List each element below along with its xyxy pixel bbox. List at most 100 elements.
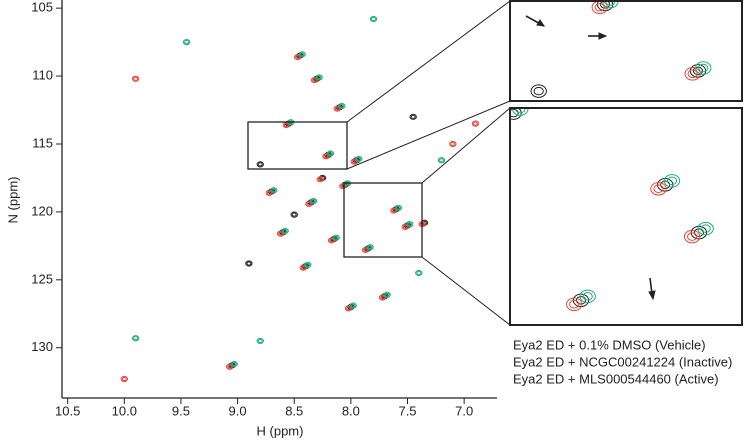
peak [270,187,278,194]
peak [697,221,714,236]
contour [396,205,401,210]
contour [230,360,238,368]
peaks [120,15,480,383]
y-tick-label: 115 [32,135,53,150]
contour [283,122,289,128]
legend-entry: Eya2 ED + 0.1% DMSO (Vehicle) [513,337,706,352]
connector [421,107,511,184]
contour [515,108,526,114]
contour [650,182,667,196]
contour [256,161,264,168]
contour [510,108,519,118]
peak [332,234,340,241]
contour [182,39,191,46]
peak [326,150,335,157]
contour [689,64,707,78]
contour [569,300,580,309]
arrow-head [598,32,608,40]
contour [340,184,346,189]
peak [338,102,346,110]
contour [698,63,709,73]
contour [594,3,605,12]
contour [121,376,127,382]
contour [355,155,363,163]
contour [326,150,335,157]
contour [416,270,422,276]
x-tick-label: 10.0 [112,403,137,418]
contour [683,229,701,244]
zoom-box [247,121,348,170]
peak [415,269,423,277]
contour [290,211,298,218]
peak [290,211,298,218]
x-tick-label: 9.5 [172,403,190,418]
peak [650,182,667,196]
contour [349,302,357,309]
x-tick-label: 7.5 [398,403,416,418]
x-tick-label: 9.0 [229,403,247,418]
peak [591,1,608,15]
contour [350,303,356,308]
peak [349,302,357,309]
contour [415,269,423,277]
peak [566,297,583,312]
inset-bottom [510,108,714,312]
contour [282,228,288,233]
peak [182,39,191,46]
contour [692,66,704,76]
y-tick-label: 110 [32,68,53,83]
contour [295,54,301,60]
contour [384,292,390,297]
peak [366,244,374,251]
peak [437,157,446,164]
contour [300,265,306,270]
contour [316,75,322,80]
contour [329,238,335,243]
contour [257,162,263,167]
peak [689,64,707,78]
contour [407,222,413,227]
contour [693,228,705,237]
x-axis-label: H (ppm) [257,423,304,438]
contour [449,140,457,148]
contour [323,154,329,159]
peak [383,291,391,298]
contour [120,375,129,383]
contour [246,261,252,266]
contour [566,297,583,312]
contour [363,247,369,252]
contour [410,114,416,119]
contour [317,177,323,182]
contour [439,158,444,163]
contour [311,198,316,204]
peak [530,84,547,98]
contour [334,106,340,111]
contour [332,234,340,241]
contour [367,245,373,250]
contour [227,364,233,369]
peak [471,120,480,127]
peak [695,61,712,75]
contour [257,338,263,344]
contour [687,232,698,241]
contour [281,227,289,235]
y-tick-label: 105 [31,0,53,15]
contour [346,306,352,311]
contour [450,141,456,147]
peak [683,229,701,244]
peak [281,227,289,235]
contour [231,361,237,367]
contour [471,120,480,127]
peak [394,204,403,211]
contour [351,159,357,164]
contour [271,188,277,193]
contour [339,103,345,109]
peak [120,375,129,383]
inset-top [530,1,712,98]
contour [666,176,678,186]
contour [409,113,417,120]
contour [304,261,312,268]
peak [449,140,457,148]
contour [380,295,386,300]
